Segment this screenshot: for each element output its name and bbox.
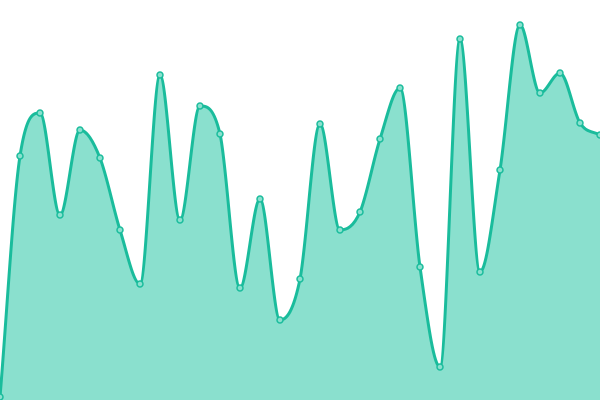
data-point-25 <box>496 166 504 174</box>
data-point-4 <box>76 126 84 134</box>
data-points <box>0 21 600 400</box>
data-point-8 <box>156 71 164 79</box>
data-point-23 <box>456 35 464 43</box>
data-point-13 <box>256 195 264 203</box>
data-point-24 <box>476 268 484 276</box>
data-point-20 <box>396 84 404 92</box>
data-point-10 <box>196 102 204 110</box>
data-point-11 <box>216 130 224 138</box>
data-point-6 <box>116 226 124 234</box>
data-point-5 <box>96 154 104 162</box>
data-point-0 <box>0 393 4 400</box>
data-point-15 <box>296 275 304 283</box>
data-point-1 <box>16 152 24 160</box>
series-line <box>0 23 600 398</box>
data-point-7 <box>136 280 144 288</box>
series-area-fill <box>0 25 600 400</box>
data-point-2 <box>36 109 44 117</box>
data-point-9 <box>176 216 184 224</box>
data-point-30 <box>596 131 600 139</box>
data-point-28 <box>556 69 564 77</box>
data-point-27 <box>536 89 544 97</box>
data-point-21 <box>416 263 424 271</box>
data-point-18 <box>356 208 364 216</box>
data-point-22 <box>436 363 444 371</box>
data-point-29 <box>576 119 584 127</box>
data-point-3 <box>56 211 64 219</box>
data-point-14 <box>276 316 284 324</box>
data-point-16 <box>316 120 324 128</box>
data-point-12 <box>236 284 244 292</box>
data-point-26 <box>516 21 524 29</box>
data-point-19 <box>376 135 384 143</box>
data-point-17 <box>336 226 344 234</box>
